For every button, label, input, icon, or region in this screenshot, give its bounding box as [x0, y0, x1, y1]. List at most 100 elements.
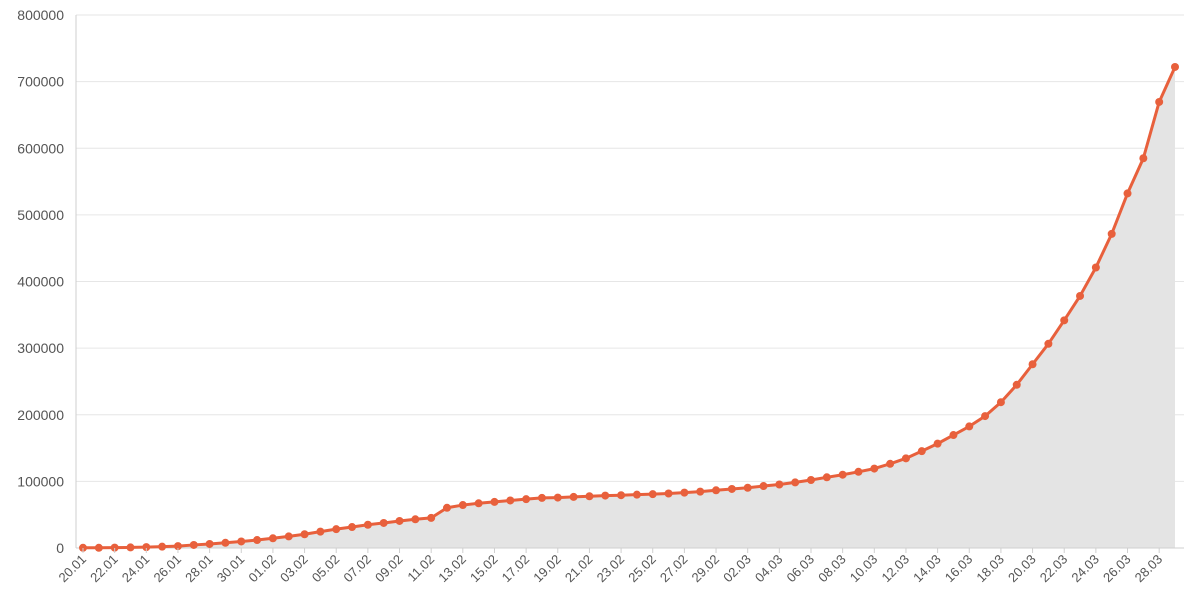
data-point [1091, 263, 1100, 272]
data-point [696, 487, 705, 496]
x-tick-label: 27.02 [657, 552, 691, 586]
axes [75, 15, 1184, 549]
y-tick-label: 800000 [17, 7, 64, 23]
data-point [569, 492, 578, 501]
data-point [522, 495, 531, 504]
area-fill [83, 66, 1175, 548]
x-tick-label: 25.02 [625, 552, 659, 586]
data-point [1139, 154, 1148, 163]
data-point [981, 412, 990, 421]
data-point [727, 484, 736, 493]
x-tick-label: 05.02 [309, 552, 343, 586]
data-point [680, 488, 689, 497]
data-point [158, 542, 167, 551]
data-point [886, 459, 895, 468]
data-point [490, 497, 499, 506]
y-tick-label: 600000 [17, 140, 64, 156]
data-point [1107, 229, 1116, 238]
data-point [221, 538, 230, 547]
data-point [316, 527, 325, 536]
data-point [759, 482, 768, 491]
data-point [474, 499, 483, 508]
x-tick-label: 15.02 [467, 552, 501, 586]
data-point [237, 537, 246, 546]
data-point [1123, 189, 1132, 198]
x-tick-label: 18.03 [973, 552, 1007, 586]
x-tick-label: 07.02 [340, 552, 374, 586]
data-point [807, 476, 815, 485]
data-point [411, 515, 420, 524]
data-point [775, 480, 784, 489]
x-tick-label: 09.02 [372, 552, 406, 586]
x-tick-label: 14.03 [910, 552, 944, 586]
x-tick-label: 06.03 [784, 552, 818, 586]
data-point [854, 467, 863, 476]
data-point [205, 539, 214, 548]
x-tick-label: 20.03 [1005, 552, 1039, 586]
data-point [822, 473, 831, 482]
y-tick-label: 200000 [17, 407, 64, 423]
x-tick-label: 01.02 [245, 552, 279, 586]
data-point [253, 536, 262, 545]
x-tick-label: 22.01 [87, 552, 121, 586]
data-point [537, 493, 546, 502]
y-tick-label: 0 [56, 540, 64, 556]
data-point [632, 490, 641, 499]
x-tick-label: 19.02 [530, 552, 564, 586]
x-tick-label: 16.03 [942, 552, 976, 586]
x-tick-label: 29.02 [689, 552, 723, 586]
data-point [94, 543, 103, 552]
x-tick-label: 17.02 [499, 552, 533, 586]
data-point [1028, 360, 1037, 369]
data-point [427, 513, 436, 522]
x-tick-label: 24.01 [119, 552, 153, 586]
data-point [284, 532, 293, 541]
data-point [300, 530, 309, 539]
x-tick-label: 26.03 [1100, 552, 1134, 586]
data-point [917, 447, 926, 456]
data-point [743, 483, 752, 492]
data-point [838, 470, 847, 479]
data-point [1076, 291, 1085, 300]
data-point [791, 478, 800, 487]
data-point [965, 422, 974, 431]
y-axis-ticks: 0 100000 200000 300000 400000 500000 600000 700… [17, 7, 64, 556]
x-tick-label: 20.01 [56, 552, 90, 586]
data-point [110, 543, 119, 552]
x-tick-label: 13.02 [435, 552, 469, 586]
data-point [933, 439, 942, 448]
data-point [1044, 339, 1053, 348]
data-point [348, 523, 357, 532]
x-tick-label: 21.02 [562, 552, 596, 586]
data-point [901, 454, 910, 463]
data-point [379, 518, 388, 527]
y-tick-label: 100000 [17, 473, 64, 489]
data-point [664, 489, 673, 498]
series-line [82, 66, 1177, 550]
x-tick-label: 12.03 [878, 552, 912, 586]
data-point [617, 491, 626, 500]
x-tick-label: 30.01 [214, 552, 248, 586]
data-point [1060, 316, 1069, 325]
data-point [363, 520, 372, 529]
x-axis-ticks: 20.0122.0124.0126.0128.0130.0101.0203.02… [56, 548, 1166, 586]
x-tick-label: 03.02 [277, 552, 311, 586]
data-point [1012, 380, 1021, 389]
x-tick-label: 02.03 [720, 552, 754, 586]
data-point [443, 503, 451, 512]
grid-lines [76, 14, 1184, 482]
x-tick-label: 23.02 [594, 552, 628, 586]
data-point [712, 486, 721, 495]
x-tick-label: 28.03 [1132, 552, 1166, 586]
y-tick-label: 400000 [17, 274, 64, 290]
x-tick-label: 24.03 [1068, 552, 1102, 586]
x-tick-label: 08.03 [815, 552, 849, 586]
data-point [142, 543, 151, 552]
data-point [1171, 62, 1179, 71]
data-point [506, 496, 515, 505]
y-tick-label: 700000 [17, 74, 64, 90]
data-point [553, 493, 562, 502]
data-point [648, 490, 657, 499]
